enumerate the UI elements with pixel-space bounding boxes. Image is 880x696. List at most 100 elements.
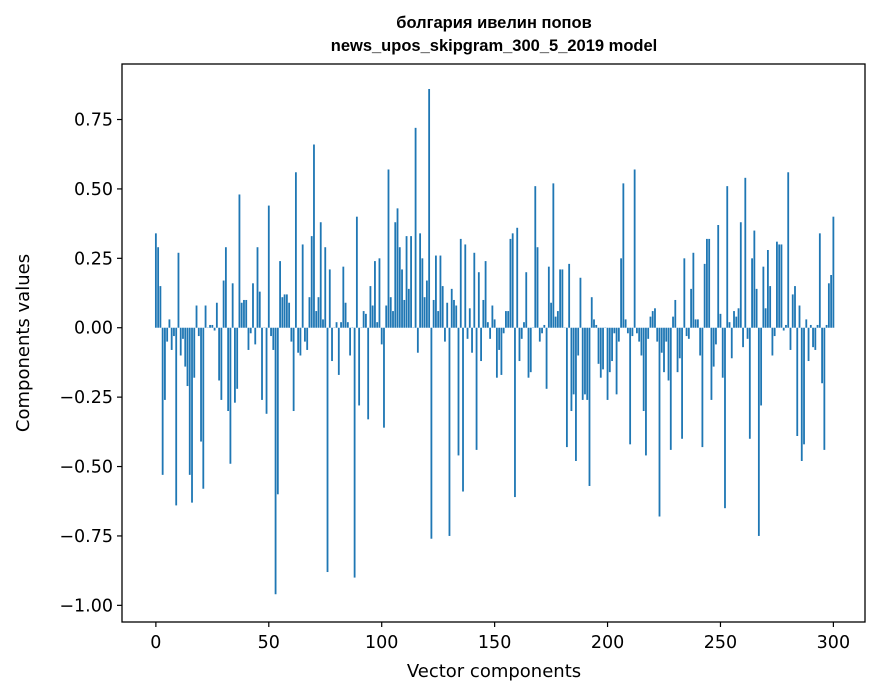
y-tick-label: −0.75 (59, 527, 113, 547)
bar-285 (798, 305, 801, 328)
bar-227 (667, 327, 670, 381)
bar-93 (365, 313, 367, 328)
plot-frame (121, 63, 866, 623)
bar-118 (421, 258, 424, 328)
y-tick-label: 0.75 (74, 111, 113, 131)
x-axis-ticks: 0 50 100 150 200 250 300 (150, 622, 850, 653)
bar-223 (658, 327, 661, 517)
bar-25 (211, 324, 214, 328)
bar-81 (337, 327, 340, 375)
bar-111 (405, 236, 408, 328)
bar-92 (362, 311, 365, 328)
bar-132 (453, 299, 455, 328)
bar-14 (186, 327, 189, 387)
bar-193 (590, 297, 593, 328)
bar-142 (475, 327, 478, 450)
bar-271 (766, 250, 769, 328)
bar-125 (437, 311, 440, 328)
bar-102 (385, 305, 388, 328)
bar-252 (724, 327, 726, 509)
bar-235 (685, 327, 688, 337)
bar-24 (209, 324, 211, 328)
bar-0 (154, 233, 157, 328)
bar-216 (642, 327, 645, 412)
bar-261 (744, 177, 747, 328)
bar-192 (588, 327, 591, 486)
bars-group (154, 88, 835, 595)
x-tick-label: 100 (365, 633, 398, 653)
bar-286 (800, 327, 803, 461)
bar-218 (647, 327, 650, 339)
bar-189 (581, 327, 584, 400)
bar-52 (272, 327, 275, 350)
bar-1 (157, 247, 160, 328)
bar-144 (480, 327, 482, 362)
bar-62 (294, 172, 297, 328)
bar-290 (809, 324, 812, 328)
bar-33 (229, 327, 232, 464)
bar-244 (706, 238, 708, 328)
bar-277 (780, 244, 783, 328)
bar-19 (197, 327, 200, 337)
bar-107 (396, 208, 399, 328)
bar-124 (435, 255, 437, 328)
bar-200 (606, 327, 609, 400)
bar-21 (202, 327, 205, 489)
bar-96 (371, 305, 374, 328)
bar-129 (446, 302, 449, 328)
x-tick-label: 250 (704, 633, 737, 653)
bar-108 (398, 247, 401, 328)
bar-293 (816, 324, 819, 328)
bar-128 (444, 327, 446, 342)
chart-subtitle: news_upos_skipgram_300_5_2019 model (331, 37, 658, 55)
bar-5 (166, 327, 169, 342)
chart-title: болгария ивелин попов (396, 14, 591, 32)
bar-29 (220, 327, 223, 400)
bar-245 (708, 238, 711, 328)
bar-157 (509, 238, 512, 328)
bar-243 (703, 263, 706, 328)
bar-15 (188, 327, 191, 475)
bar-226 (665, 327, 668, 342)
bar-115 (414, 127, 417, 328)
bar-280 (787, 172, 790, 328)
bar-300 (832, 216, 835, 328)
bar-69 (310, 236, 313, 328)
bar-229 (672, 316, 674, 328)
bar-51 (270, 327, 272, 337)
bar-77 (328, 269, 331, 328)
bar-2 (159, 286, 162, 328)
bar-89 (355, 216, 358, 328)
bar-259 (739, 222, 742, 328)
bar-292 (814, 327, 817, 350)
bar-239 (694, 319, 697, 328)
bar-130 (448, 327, 451, 536)
bar-109 (401, 269, 403, 328)
bar-106 (394, 222, 397, 328)
bar-141 (473, 252, 476, 328)
bar-198 (602, 327, 604, 370)
y-tick-label: −0.50 (59, 458, 113, 478)
bar-119 (423, 297, 426, 328)
y-tick-label: 0.50 (74, 180, 113, 200)
bar-294 (818, 233, 821, 328)
bar-162 (520, 327, 523, 339)
bar-139 (468, 308, 471, 328)
bar-37 (238, 194, 241, 328)
bar-273 (771, 327, 774, 356)
bar-187 (577, 327, 580, 356)
bar-256 (733, 311, 735, 328)
bar-276 (778, 244, 781, 328)
bar-151 (495, 327, 498, 378)
bar-237 (690, 288, 693, 328)
bar-270 (764, 308, 767, 328)
bar-185 (572, 327, 575, 395)
bar-46 (258, 291, 261, 328)
bar-95 (369, 286, 372, 328)
bar-55 (279, 261, 281, 328)
bar-100 (380, 327, 383, 345)
bar-224 (660, 327, 663, 353)
bar-165 (527, 327, 530, 378)
bar-31 (224, 247, 227, 328)
bar-56 (281, 297, 284, 328)
